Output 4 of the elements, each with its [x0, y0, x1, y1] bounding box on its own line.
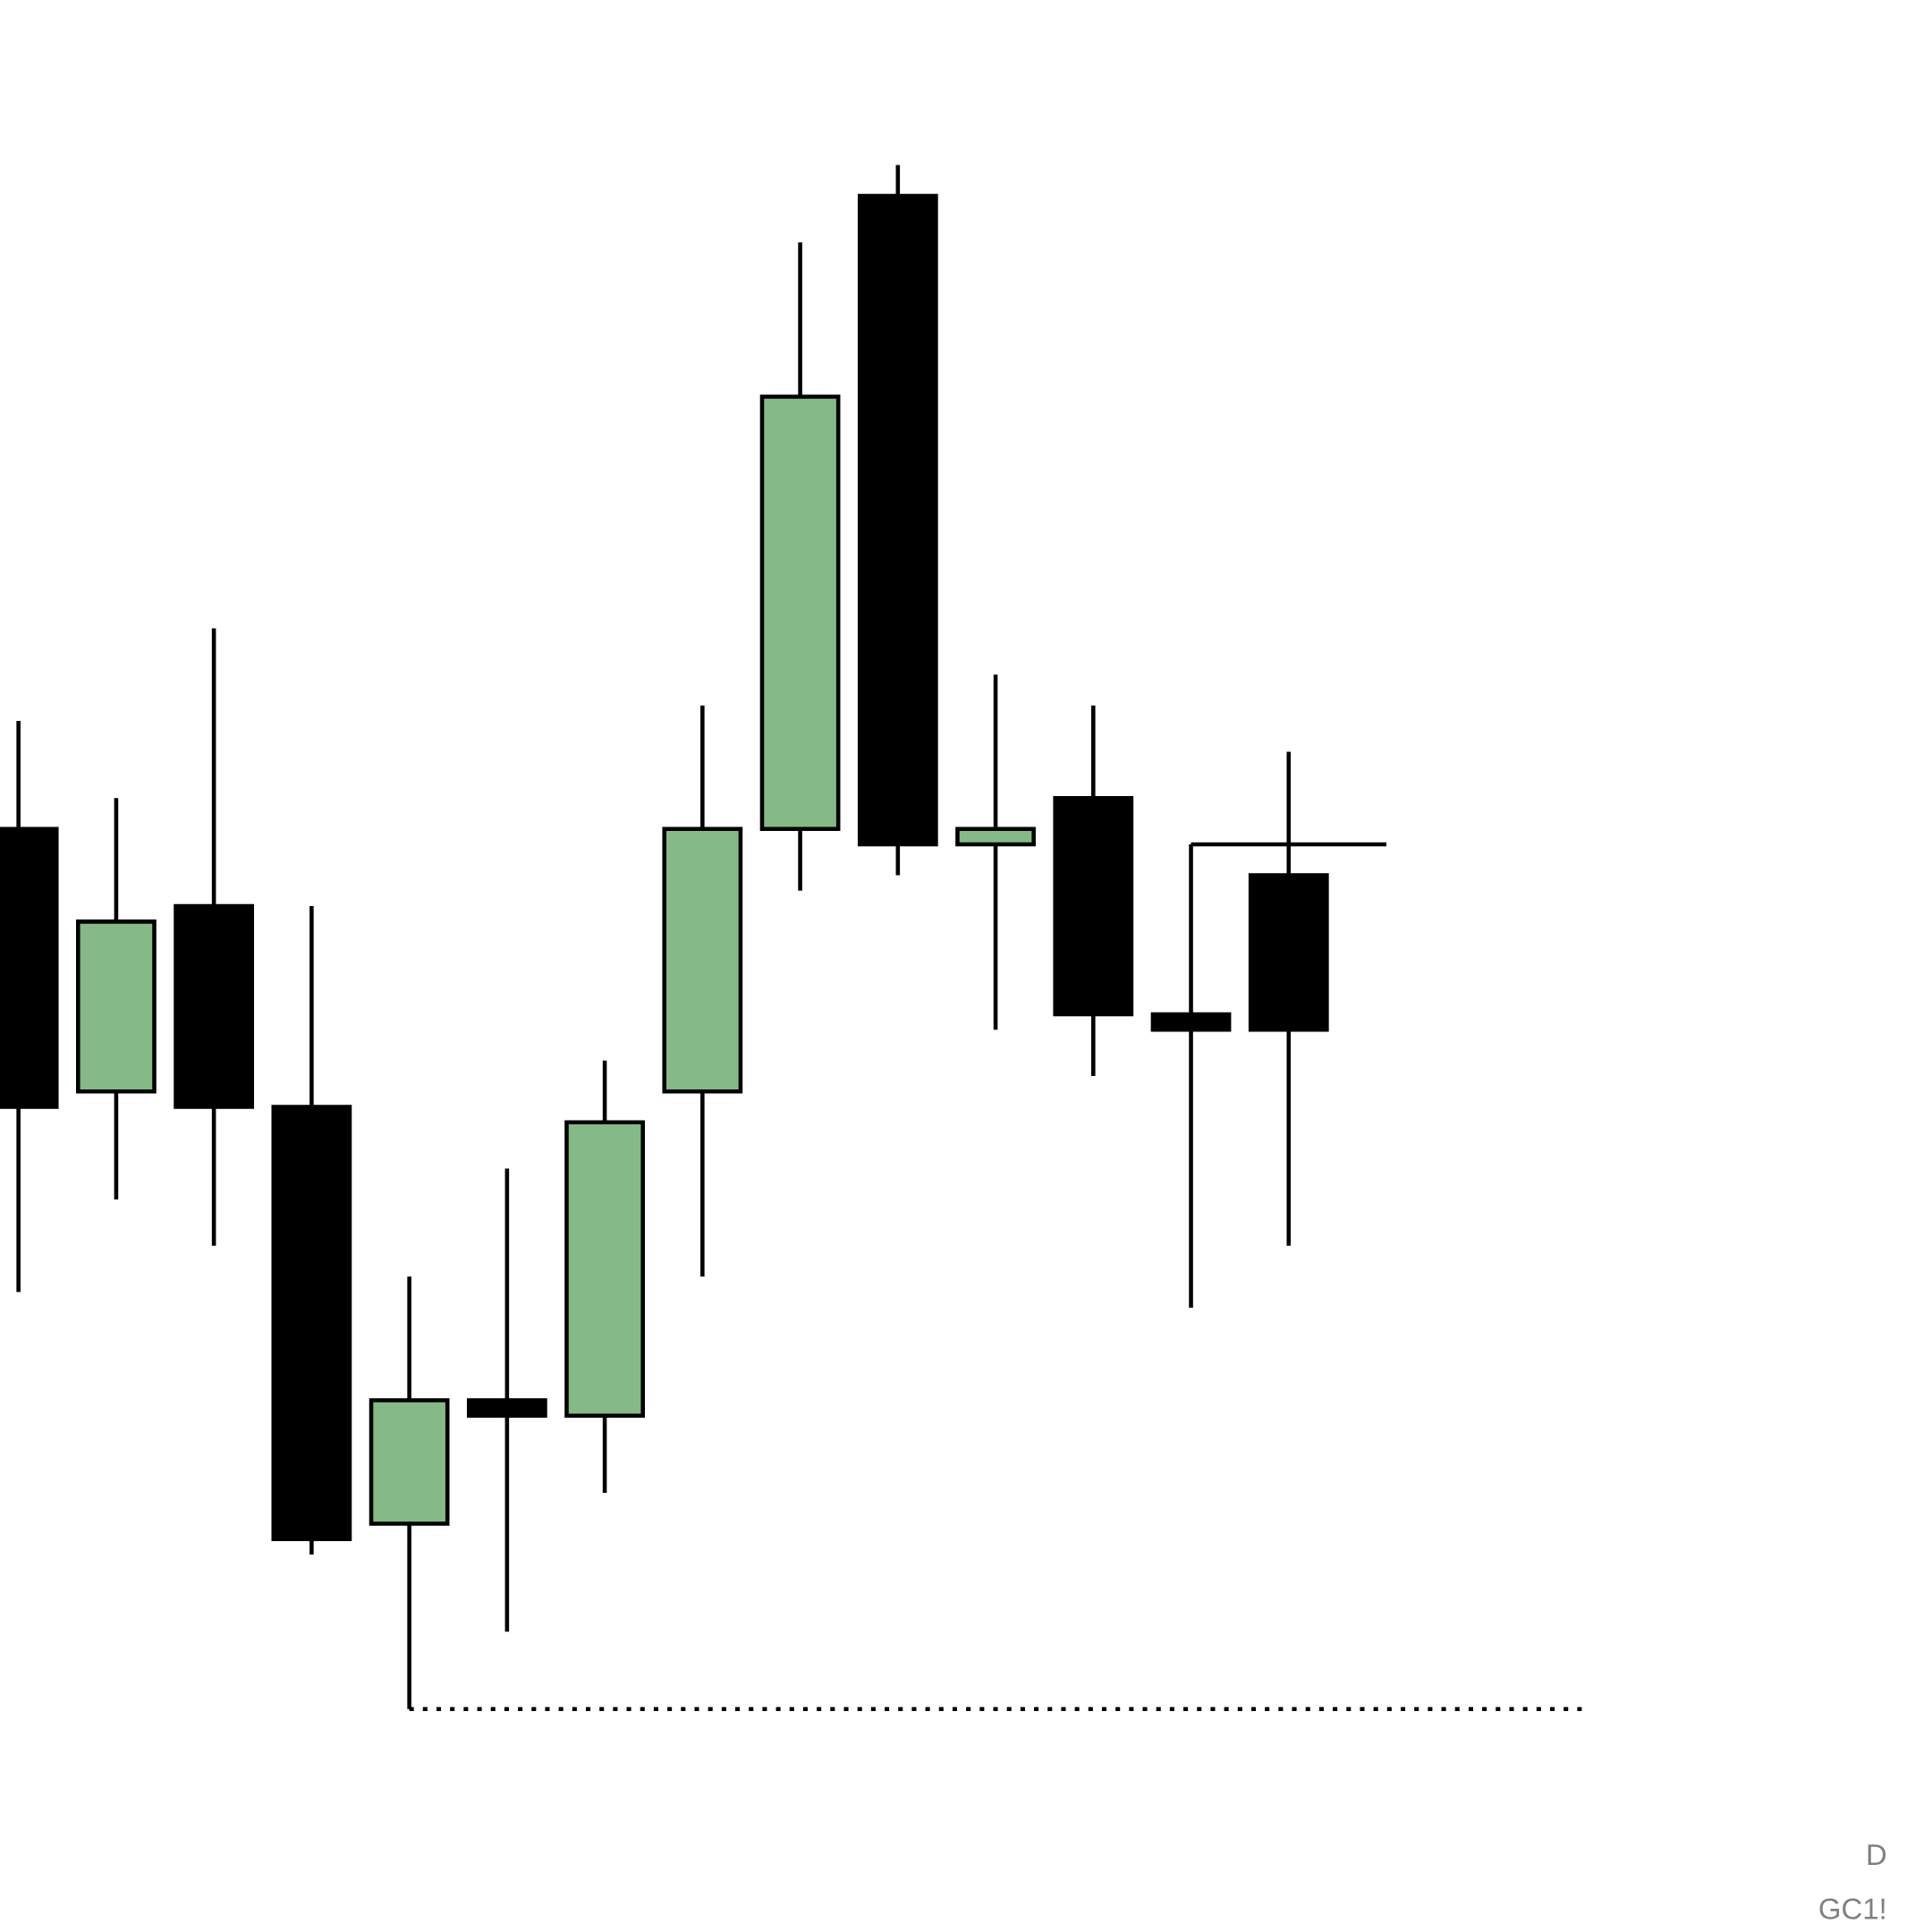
candlestick [955, 674, 1036, 1030]
text: GC1! [1819, 1898, 1885, 1919]
candlestick [466, 1168, 547, 1632]
text: D [1868, 1844, 1886, 1865]
